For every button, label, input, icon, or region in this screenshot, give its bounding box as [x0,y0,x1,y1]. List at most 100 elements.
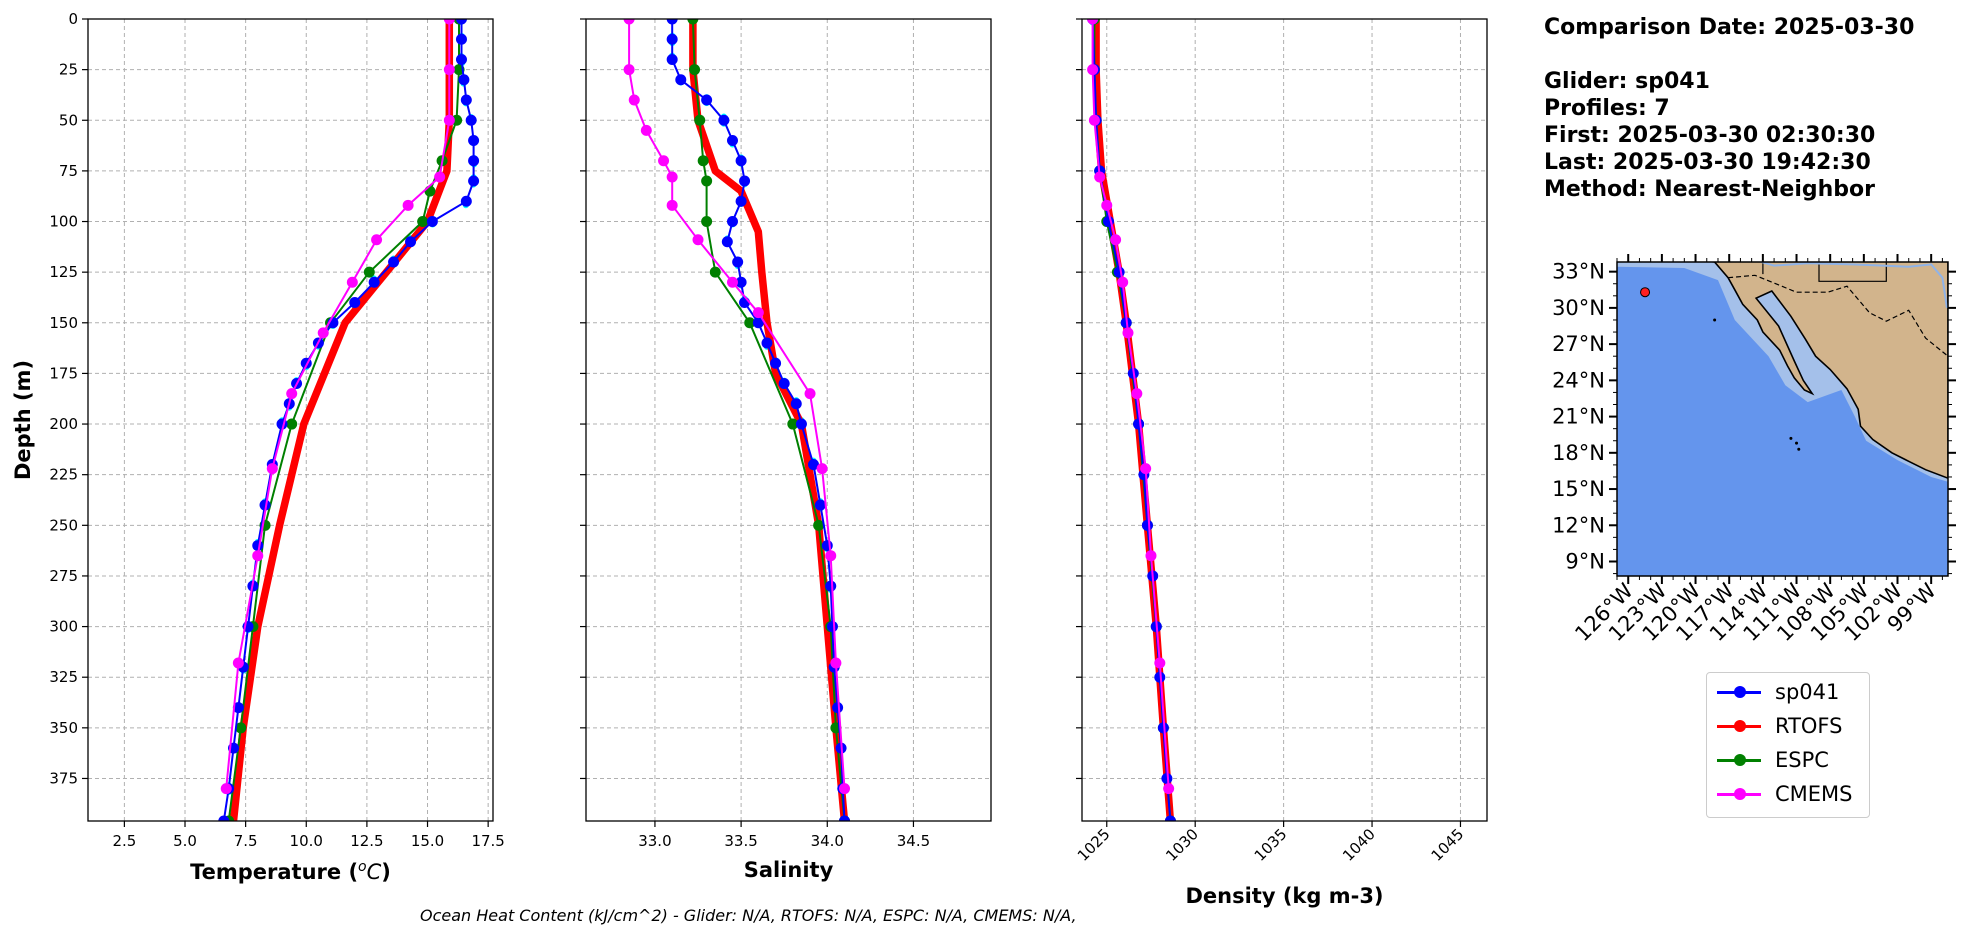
series-point-cmems [623,19,635,25]
x-tick-label: 34.0 [811,832,844,850]
series-point-cmems [1110,234,1122,246]
y-tick-label: 175 [49,364,78,382]
y-tick-label: 125 [49,263,78,281]
series-point-cmems [804,388,816,400]
series-point-sp041 [839,815,851,821]
series-point-sp041 [468,175,480,187]
x-tick-label: 33.5 [724,832,757,850]
series-point-sp041 [460,94,472,106]
raw-glider-point [669,12,675,18]
series-point-sp041 [455,33,467,45]
series-line-sp041 [222,19,475,821]
series-point-sp041 [426,216,438,228]
series-line-espc [227,19,460,821]
y-tick-label: 200 [49,415,78,433]
axes-frame [87,18,494,822]
series-point-cmems [1145,550,1157,562]
series-line-cmems [628,19,846,789]
legend-swatch-cmems [1717,787,1761,800]
series-point-sp041 [735,155,747,167]
series-point-sp041 [1141,519,1153,531]
series-point-sp041 [795,418,807,430]
series-point-cmems [371,234,383,246]
ohc-footer: Ocean Heat Content (kJ/cm^2) - Glider: N… [420,906,1077,925]
series-point-sp041 [732,256,744,268]
raw-glider-point [221,822,227,828]
map-island [1713,318,1717,322]
map-area [1617,262,1948,576]
series-point-sp041 [259,499,271,511]
series-point-cmems [1087,19,1099,25]
series-point-espc [694,114,706,126]
series-point-espc [687,19,699,25]
y-tick-label: 25 [59,61,78,79]
series-point-cmems [252,550,264,562]
series-point-cmems [692,234,704,246]
first-time: First: 2025-03-30 02:30:30 [1544,123,1876,148]
series-point-espc [744,317,756,329]
legend-item-rtofs: RTOFS [1717,711,1842,741]
series-point-cmems [658,155,670,167]
glider-name: Glider: sp041 [1544,69,1710,94]
x-tick-label: 17.5 [471,832,504,850]
series-point-espc [424,185,436,197]
series-point-sp041 [349,297,361,309]
plot-area [1087,19,1176,821]
profile-count: Profiles: 7 [1544,96,1670,121]
series-point-cmems [1131,388,1143,400]
series-point-espc [417,216,429,228]
series-point-cmems [1088,114,1100,126]
y-tick-label: 0 [68,10,78,28]
series-point-cmems [666,171,678,183]
series-point-cmems [402,199,414,211]
map-lat-label: 24°N [1552,368,1605,392]
legend-swatch-espc [1717,753,1761,766]
series-point-cmems [266,463,278,475]
series-point-cmems [825,550,837,562]
map-lat-label: 15°N [1552,477,1605,501]
axes-frame [585,18,992,822]
y-axis-label: Depth (m) [11,360,35,480]
series-point-cmems [346,276,358,288]
x-tick-label: 34.5 [897,832,930,850]
series-point-sp041 [761,337,773,349]
series-point-espc [701,216,713,228]
legend: sp041 RTOFS ESPC CMEMS [1706,672,1870,818]
map-frame [1616,261,1949,577]
series-point-sp041 [721,236,733,248]
y-tick-label: 300 [49,618,78,636]
x-axis-label: Temperature (oC) [190,859,391,884]
series-point-cmems [220,783,232,795]
series-point-sp041 [752,317,764,329]
x-axis-label: Salinity [744,858,834,882]
series-point-sp041 [455,19,467,25]
series-point-sp041 [832,702,844,714]
series-point-sp041 [455,54,467,66]
panel-salinity: 33.0 33.5 34.0 34.5 Salinity [580,12,992,882]
map-lat-label: 21°N [1552,405,1605,429]
series-point-cmems [1101,199,1113,211]
series-point-sp041 [726,135,738,147]
legend-label: RTOFS [1775,714,1843,738]
map-border [1728,274,1948,357]
series-point-sp041 [388,256,400,268]
legend-swatch-rtofs [1717,719,1761,732]
series-point-espc [701,175,713,187]
series-point-sp041 [726,216,738,228]
series-point-cmems [816,463,828,475]
map-river [1757,262,1948,309]
raw-glider-point [1090,19,1093,20]
last-time: Last: 2025-03-30 19:42:30 [1544,150,1871,175]
panel-temperature: 2.5 5.0 7.5 10.0 12.5 15.0 17.5 0 25 50 75 100 125 15… [11,10,505,884]
map-lat-label: 33°N [1552,260,1605,284]
x-tick-label: 12.5 [350,832,383,850]
series-point-sp041 [465,114,477,126]
y-tick-label: 150 [49,314,78,332]
series-point-sp041 [790,398,802,410]
series-point-cmems [830,657,842,669]
series-point-sp041 [468,135,480,147]
y-tick-label: 325 [49,668,78,686]
series-point-sp041 [675,74,687,86]
x-tick-label: 1025 [1074,825,1114,865]
